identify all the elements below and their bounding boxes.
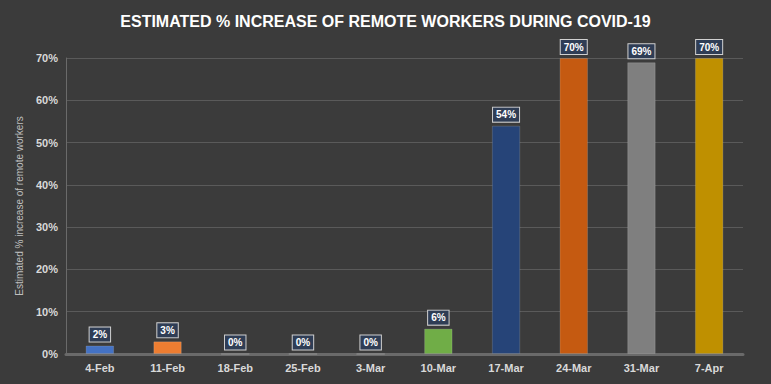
svg-text:54%: 54% — [496, 109, 516, 120]
svg-text:4-Feb: 4-Feb — [85, 362, 115, 374]
svg-text:24-Mar: 24-Mar — [556, 362, 592, 374]
svg-text:25-Feb: 25-Feb — [285, 362, 321, 374]
svg-text:ESTIMATED % INCREASE OF REMOTE: ESTIMATED % INCREASE OF REMOTE WORKERS D… — [120, 13, 651, 30]
svg-text:6%: 6% — [431, 312, 446, 323]
svg-text:40%: 40% — [36, 179, 58, 191]
svg-text:0%: 0% — [228, 337, 243, 348]
svg-text:7-Apr: 7-Apr — [695, 362, 724, 374]
svg-text:0%: 0% — [363, 337, 378, 348]
svg-text:17-Mar: 17-Mar — [488, 362, 524, 374]
svg-text:3-Mar: 3-Mar — [356, 362, 386, 374]
svg-text:50%: 50% — [36, 137, 58, 149]
svg-text:69%: 69% — [631, 46, 651, 57]
svg-text:Estimated % increase of remote: Estimated % increase of remote workers — [14, 116, 25, 296]
svg-text:3%: 3% — [160, 325, 175, 336]
svg-text:10%: 10% — [36, 306, 58, 318]
svg-text:30%: 30% — [36, 221, 58, 233]
svg-text:11-Feb: 11-Feb — [150, 362, 185, 374]
svg-text:2%: 2% — [93, 329, 108, 340]
svg-text:10-Mar: 10-Mar — [421, 362, 457, 374]
svg-text:70%: 70% — [564, 42, 584, 53]
svg-text:70%: 70% — [699, 42, 719, 53]
svg-text:0%: 0% — [42, 348, 58, 360]
svg-text:0%: 0% — [296, 337, 311, 348]
svg-text:60%: 60% — [36, 94, 58, 106]
svg-text:31-Mar: 31-Mar — [624, 362, 660, 374]
svg-text:18-Feb: 18-Feb — [218, 362, 254, 374]
svg-text:20%: 20% — [36, 263, 58, 275]
svg-text:70%: 70% — [36, 52, 58, 64]
